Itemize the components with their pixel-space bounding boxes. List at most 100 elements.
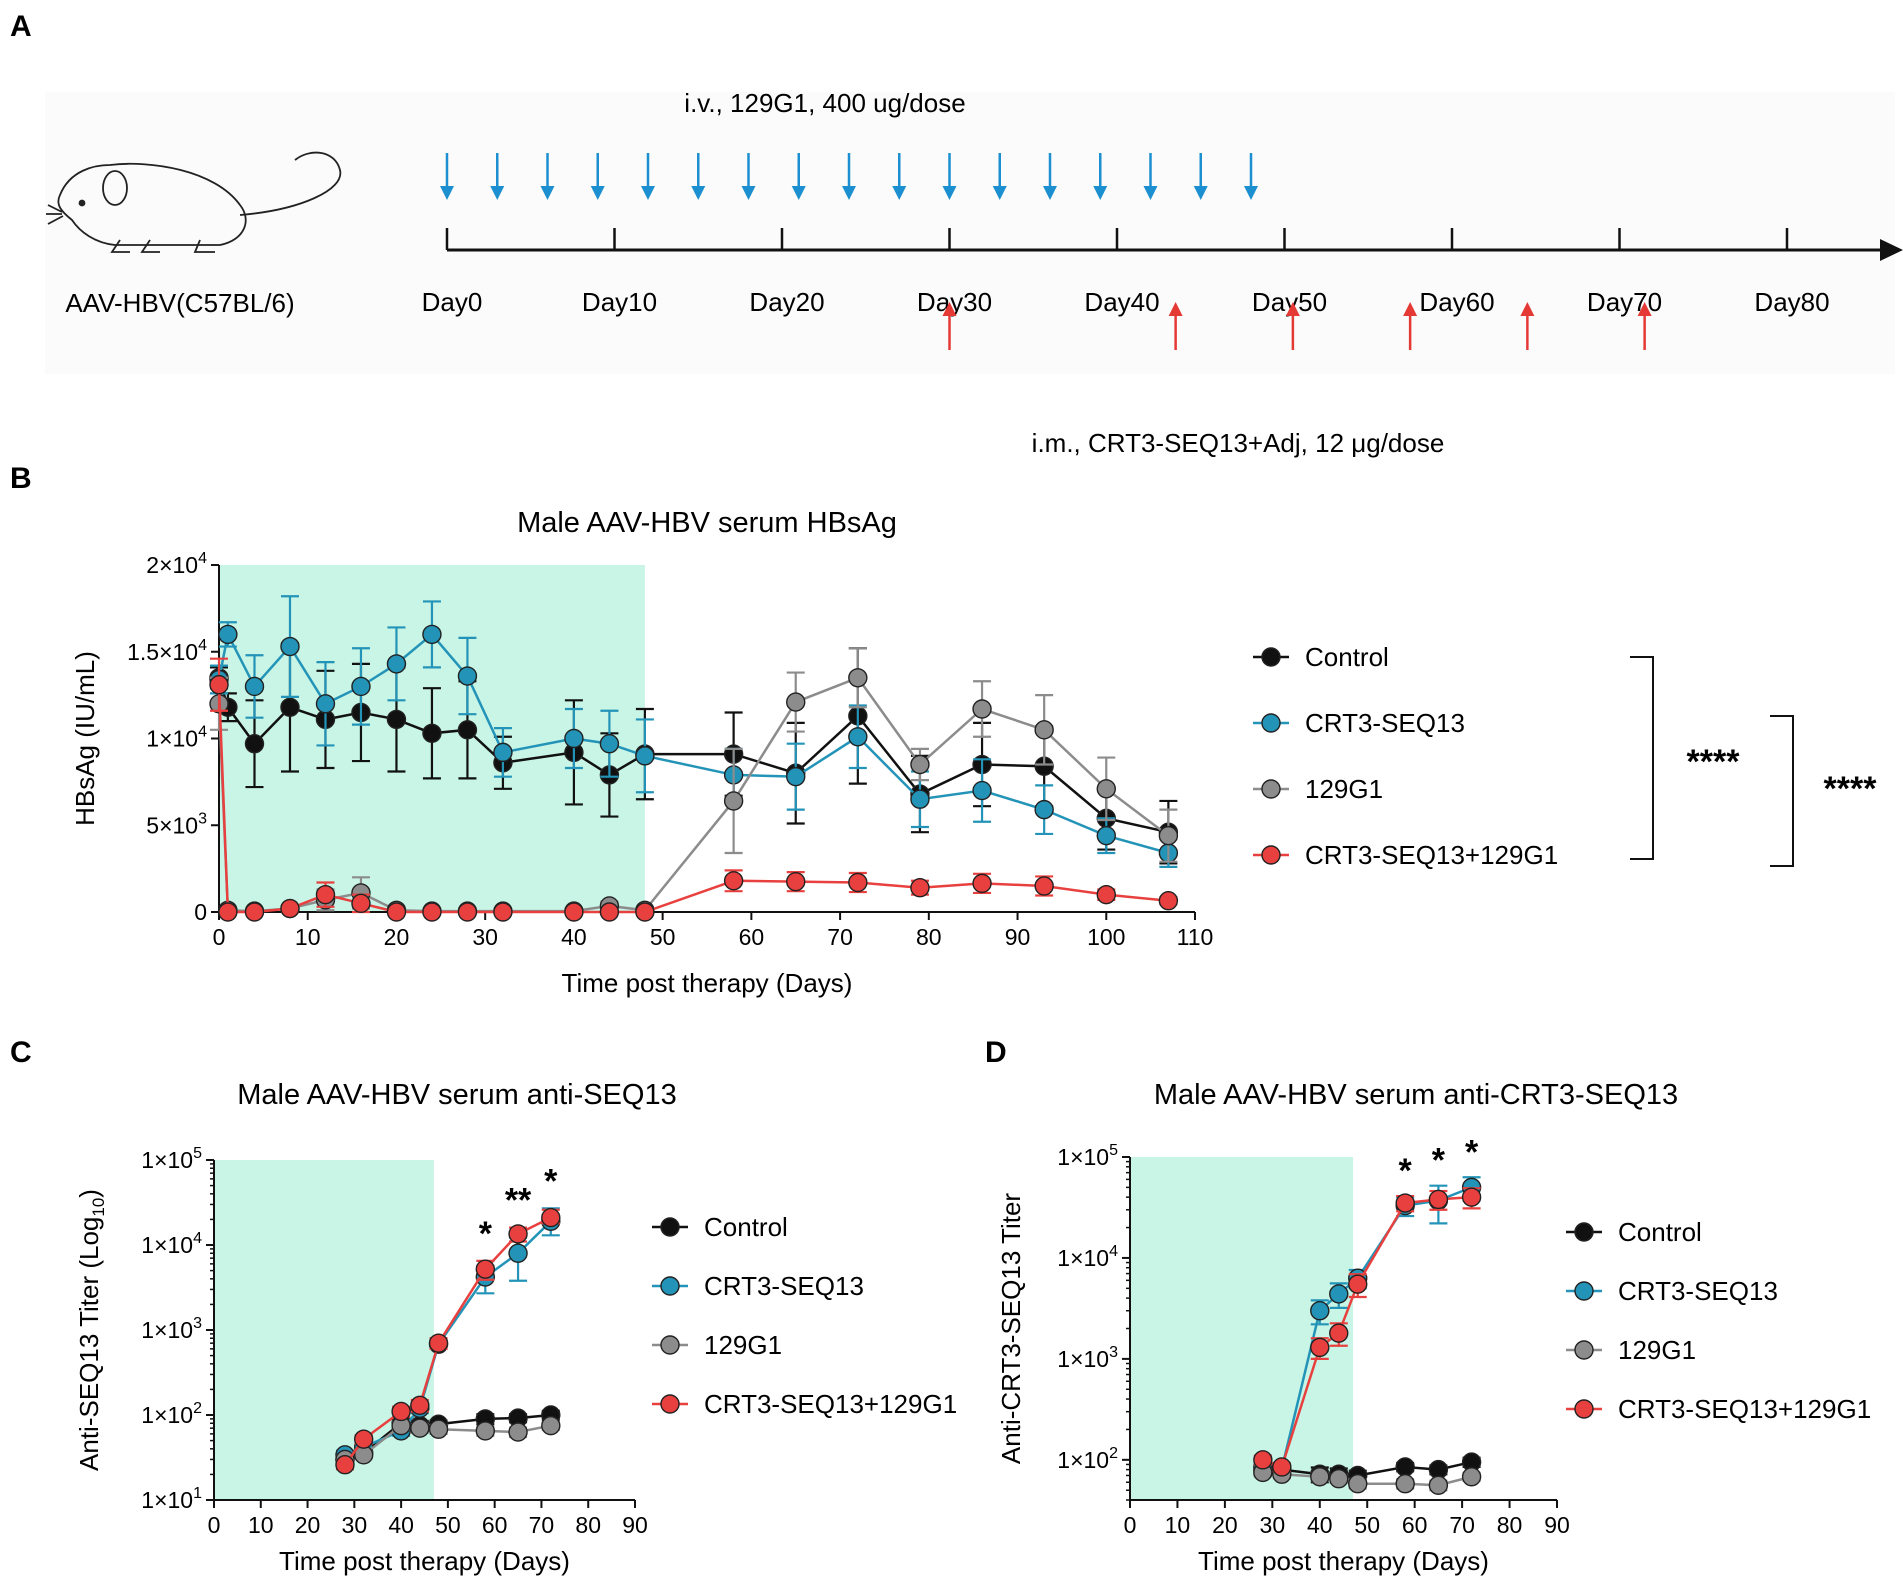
- y-tick-label: 1×104: [141, 1230, 202, 1258]
- x-tick-label: 0: [1124, 1512, 1137, 1538]
- panel-letter: C: [10, 1036, 32, 1069]
- x-tick-label: 110: [1177, 924, 1214, 950]
- data-point: [386, 654, 407, 674]
- data-point: [1428, 1189, 1449, 1210]
- series-crt3-seq13: [209, 595, 1179, 868]
- data-point: [1034, 876, 1054, 896]
- x-tick-label: 30: [1260, 1512, 1286, 1538]
- data-point: [422, 723, 442, 743]
- iv-dose-arrowhead: [992, 186, 1007, 200]
- data-point: [1348, 1474, 1368, 1494]
- iv-dose-arrowhead: [641, 186, 655, 200]
- timeline-tick-label: Day0: [422, 287, 483, 317]
- iv-dose-arrowhead: [590, 186, 605, 200]
- x-tick-label: 70: [827, 924, 853, 950]
- x-tick-label: 50: [435, 1512, 461, 1538]
- legend-label: CRT3-SEQ13+129G1: [704, 1389, 957, 1419]
- legend-marker: [660, 1276, 680, 1296]
- data-point: [1310, 1467, 1330, 1487]
- iv-dose-arrowhead: [741, 186, 756, 200]
- data-point: [475, 1259, 496, 1279]
- data-point: [475, 1421, 496, 1441]
- data-point: [244, 902, 265, 922]
- significance-label: *: [1432, 1142, 1446, 1180]
- data-point: [386, 902, 407, 922]
- timeline-tick-label: Day20: [749, 287, 824, 317]
- x-tick-label: 40: [561, 924, 587, 950]
- timeline-tick-label: Day60: [1419, 287, 1494, 317]
- im-dose-arrowhead: [942, 302, 957, 316]
- y-tick-label: 1×105: [1057, 1142, 1118, 1170]
- y-tick-label: 1×102: [141, 1400, 202, 1428]
- x-tick-label: 50: [650, 924, 676, 950]
- x-tick-label: 40: [1307, 1512, 1333, 1538]
- chart-title: Male AAV-HBV serum anti-CRT3-SEQ13: [1154, 1079, 1678, 1111]
- data-point: [280, 636, 300, 657]
- data-point: [786, 692, 806, 712]
- data-point: [315, 694, 336, 714]
- data-point: [541, 1207, 561, 1228]
- x-tick-label: 30: [472, 924, 498, 950]
- iv-dose-arrowhead: [540, 186, 555, 200]
- legend-marker: [1574, 1222, 1594, 1242]
- data-point: [723, 871, 744, 891]
- data-point: [280, 697, 300, 717]
- data-point: [1329, 1284, 1349, 1304]
- x-tick-label: 70: [1449, 1512, 1475, 1538]
- data-point: [910, 789, 930, 809]
- y-tick-label: 1×105: [141, 1145, 202, 1173]
- im-dose-label: i.m., CRT3-SEQ13+Adj, 12 μg/dose: [1032, 428, 1445, 458]
- im-dose-arrowhead: [1168, 302, 1183, 316]
- timeline-arrowhead: [1880, 239, 1903, 261]
- series-crt3-seq13-129g1: [335, 1207, 561, 1475]
- x-tick-label: 60: [1402, 1512, 1428, 1538]
- significance-bracket: [1630, 656, 1654, 860]
- y-tick-label: 1×104: [146, 724, 207, 752]
- im-dose-arrowhead: [1285, 302, 1300, 316]
- x-tick-label: 30: [342, 1512, 368, 1538]
- data-point: [209, 675, 229, 695]
- data-point: [1395, 1474, 1415, 1494]
- x-tick-label: 10: [248, 1512, 274, 1538]
- timeline-tick-label: Day80: [1754, 287, 1829, 317]
- y-tick-label: 0: [194, 899, 207, 925]
- data-point: [848, 668, 868, 688]
- data-point: [1461, 1187, 1482, 1207]
- significance-label: ****: [1824, 770, 1878, 808]
- mouse-icon: [46, 151, 342, 253]
- legend-marker: [660, 1217, 680, 1237]
- legend-marker: [1261, 713, 1281, 733]
- x-tick-label: 80: [916, 924, 942, 950]
- timeline-tick-label: Day40: [1084, 287, 1159, 317]
- data-point: [848, 727, 868, 747]
- data-point: [351, 676, 371, 697]
- iv-dose-arrowhead: [691, 186, 706, 200]
- data-point: [972, 699, 992, 719]
- treatment-window-shade: [214, 1160, 434, 1500]
- data-point: [493, 742, 513, 763]
- y-tick-label: 1×101: [141, 1485, 202, 1513]
- data-point: [723, 791, 744, 811]
- data-point: [218, 624, 238, 645]
- legend-label: CRT3-SEQ13: [1618, 1276, 1778, 1306]
- data-point: [635, 902, 655, 922]
- iv-dose-arrowhead: [1093, 186, 1108, 200]
- im-dose-arrowhead: [1520, 302, 1535, 316]
- x-tick-label: 10: [295, 924, 321, 950]
- x-tick-label: 20: [1212, 1512, 1238, 1538]
- legend-label: CRT3-SEQ13: [704, 1271, 864, 1301]
- significance-label: **: [505, 1182, 532, 1220]
- data-point: [244, 734, 265, 754]
- im-dose-arrowhead: [1637, 302, 1652, 316]
- series-crt3-seq13-129g1: [209, 657, 1179, 922]
- x-tick-label: 100: [1087, 924, 1125, 950]
- y-axis-label: Anti-SEQ13 Titer (Log10): [74, 1189, 108, 1471]
- data-point: [1329, 1469, 1349, 1489]
- legend-marker: [1261, 779, 1281, 799]
- im-dose-arrowhead: [1403, 302, 1418, 316]
- data-point: [391, 1401, 411, 1422]
- y-axis-label: Anti-CRT3-SEQ13 Titer: [996, 1193, 1026, 1465]
- significance-bracket: [1770, 715, 1794, 867]
- data-point: [1461, 1467, 1482, 1487]
